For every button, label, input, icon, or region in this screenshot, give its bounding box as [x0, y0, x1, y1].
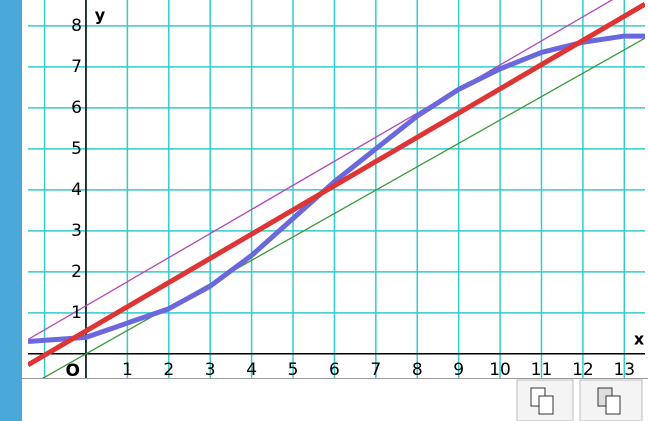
- x-tick-label: 4: [246, 360, 257, 380]
- side-bar: [0, 0, 22, 421]
- x-tick-label: 13: [613, 360, 635, 380]
- x-axis-label: x: [634, 329, 645, 348]
- y-tick-label: 1: [71, 303, 82, 323]
- x-tick-label: 12: [572, 360, 594, 380]
- copy-button[interactable]: [516, 379, 574, 421]
- data-line: [28, 1, 645, 368]
- data-line: [28, 0, 614, 341]
- data-line: [41, 37, 645, 378]
- y-tick-label: 4: [71, 180, 82, 200]
- x-tick-label: 6: [329, 360, 340, 380]
- x-tick-label: 7: [370, 360, 381, 380]
- data-line: [28, 33, 645, 345]
- y-tick-label: 7: [71, 57, 82, 77]
- origin-label: O: [66, 361, 80, 381]
- x-tick-label: 5: [288, 360, 299, 380]
- y-tick-label: 5: [71, 139, 82, 159]
- y-tick-label: 2: [71, 262, 82, 282]
- y-tick-label: 8: [71, 16, 82, 36]
- y-tick-label: 6: [71, 98, 82, 118]
- x-tick-label: 2: [163, 360, 174, 380]
- x-tick-label: 3: [205, 360, 216, 380]
- paste-button[interactable]: [579, 379, 643, 421]
- y-tick-label: 3: [71, 221, 82, 241]
- y-axis-label: y: [95, 6, 106, 25]
- x-tick-label: 1: [122, 360, 133, 380]
- x-tick-label: 11: [531, 360, 553, 380]
- x-tick-label: 8: [412, 360, 423, 380]
- x-tick-label: 9: [453, 360, 464, 380]
- x-tick-label: 10: [489, 360, 511, 380]
